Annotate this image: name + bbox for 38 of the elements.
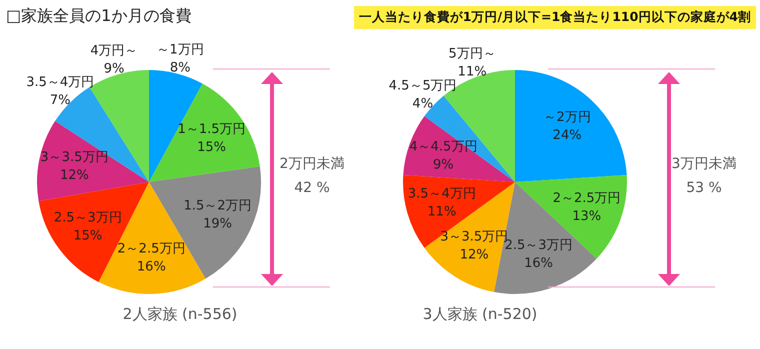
data-label: 11% <box>427 204 456 220</box>
data-label: 13% <box>572 209 602 224</box>
data-label: 19% <box>203 216 232 232</box>
slice-label: 4万円～ <box>90 44 138 59</box>
data-label: 8% <box>170 60 190 76</box>
slice-label: 2.5～3万円 <box>504 238 573 253</box>
slice-label: 1～1.5万円 <box>178 122 246 137</box>
data-label: 9% <box>104 62 124 77</box>
chart-title: □家族全員の1か月の食費 <box>6 6 192 27</box>
data-label: 16% <box>136 260 166 274</box>
data-label: 12% <box>460 248 489 263</box>
slice-label: ～2万円 <box>543 110 591 125</box>
slice-label: 1.5～2万円 <box>184 198 252 214</box>
slice-label: 3.5～4万円 <box>26 75 94 90</box>
data-label: 24% <box>552 128 582 143</box>
slice-label: 3～3.5万円 <box>40 150 108 166</box>
data-label: 7% <box>50 93 71 108</box>
text: 42 % <box>294 180 330 196</box>
slice-label: 5万円～ <box>448 46 496 62</box>
chart-subtitle: 一人当たり食費が1万円/月以下=1食当たり110円以下の家庭が4割 <box>354 6 756 29</box>
data-label: 15% <box>197 140 226 155</box>
slice-label: ～1万円 <box>156 42 204 58</box>
slice-label: 2.5～3万円 <box>54 210 122 226</box>
slice-label: 4.5～5万円 <box>388 78 457 94</box>
text: 2万円未満 <box>280 155 344 173</box>
text: 2人家族 (n-556) <box>122 305 238 324</box>
data-label: 4% <box>412 96 434 112</box>
data-label: 11% <box>458 64 487 80</box>
data-label: 12% <box>60 168 89 184</box>
slice-label: 2～2.5万円 <box>117 242 186 256</box>
data-label: 15% <box>73 228 102 244</box>
slice-label: 3.5～4万円 <box>408 186 476 202</box>
data-label: 16% <box>524 256 553 271</box>
text: 3人家族 (n-520) <box>422 305 538 324</box>
text: 3万円未満 <box>672 155 736 173</box>
data-label: 9% <box>433 158 454 173</box>
text: 53 % <box>686 180 722 196</box>
slice-label: 2～2.5万円 <box>552 191 621 206</box>
